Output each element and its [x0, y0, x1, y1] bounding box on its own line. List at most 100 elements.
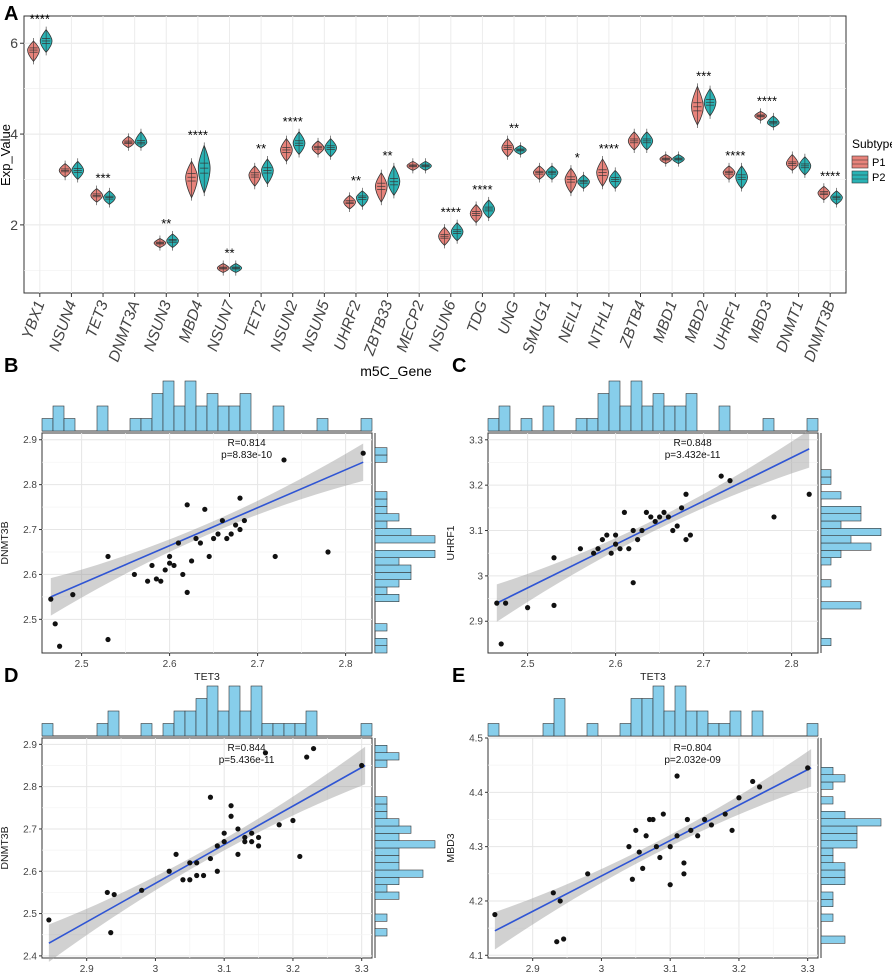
top-histogram-bar: [250, 685, 263, 737]
x-axis-title: TET3: [194, 671, 220, 683]
y-tick-label: 2.7: [23, 824, 37, 835]
data-point: [626, 844, 632, 850]
top-histogram-bar: [762, 418, 775, 432]
data-point: [235, 851, 241, 857]
data-point: [46, 917, 52, 923]
data-point: [756, 784, 763, 790]
right-histogram-bar: [820, 833, 858, 841]
y-tick-label: 3.3: [469, 435, 483, 446]
y-tick-label: 2.9: [469, 617, 483, 628]
data-point: [492, 911, 498, 918]
data-point: [219, 517, 225, 524]
top-histogram-bar: [718, 723, 731, 737]
data-point: [736, 795, 742, 801]
right-histogram-bar: [820, 818, 882, 827]
right-histogram-bar: [374, 847, 400, 856]
correlation-r: R=0.804: [674, 743, 713, 754]
x-tick-label: MBD4: [176, 298, 207, 345]
data-point: [617, 546, 623, 552]
data-point: [215, 531, 221, 537]
right-histogram-bar: [374, 564, 412, 573]
x-axis-title: UHRF1: [635, 976, 670, 978]
panel-b-letter: B: [4, 355, 18, 377]
right-histogram-bar: [820, 796, 834, 805]
data-point: [681, 871, 687, 877]
correlation-p: p=3.432e-11: [665, 450, 721, 461]
data-point: [193, 535, 199, 542]
data-point: [604, 532, 610, 538]
data-point: [139, 887, 145, 893]
legend-label-p1: P1: [872, 157, 885, 169]
right-histogram-bar: [820, 491, 842, 500]
data-point: [667, 844, 673, 850]
data-point: [636, 849, 642, 855]
y-tick-label: 6: [10, 35, 18, 51]
correlation-p: p=2.032e-09: [664, 755, 721, 766]
panel-a-legend: Subtype P1 P2: [851, 137, 892, 184]
data-point: [722, 811, 728, 817]
top-histogram-bar: [217, 405, 230, 432]
data-point: [708, 822, 715, 828]
data-point: [630, 580, 636, 586]
x-tick-label: TDG: [464, 299, 491, 336]
data-point: [561, 936, 567, 942]
data-point: [661, 509, 667, 515]
data-point: [613, 541, 619, 547]
data-point: [498, 641, 504, 647]
right-histogram-bar: [374, 498, 388, 507]
x-tick-label: YBX1: [19, 299, 49, 342]
data-point: [626, 546, 632, 552]
data-point: [653, 844, 660, 850]
top-histogram-bar: [641, 405, 654, 432]
top-histogram-bar: [261, 723, 274, 737]
right-histogram-bar: [374, 528, 412, 536]
right-histogram-bar: [374, 513, 400, 522]
top-histogram-bar: [487, 723, 500, 737]
top-histogram-bar: [685, 710, 698, 737]
significance-label-nsun6: ****: [441, 205, 461, 220]
right-histogram-bar: [820, 847, 834, 856]
right-histogram-bar: [374, 796, 388, 805]
legend-swatch-p1: [851, 155, 869, 169]
legend-label-p2: P2: [872, 172, 885, 184]
data-point: [241, 517, 247, 524]
x-axis-title: UHRF1: [189, 976, 224, 978]
top-histogram-bar: [195, 405, 208, 432]
x-tick-label: NTHL1: [585, 299, 618, 351]
y-tick-label: 2.8: [23, 480, 37, 491]
data-point: [650, 816, 656, 823]
top-histogram-bar: [206, 685, 219, 737]
data-point: [551, 602, 557, 608]
data-point: [162, 567, 168, 573]
plot-area: [487, 737, 819, 959]
panel-a-x-axis-title: m5C_Gene: [360, 363, 432, 379]
data-point: [687, 532, 694, 538]
plot-area: [41, 432, 373, 654]
significance-label-dnmt3b: ****: [820, 168, 840, 183]
y-tick-label: 2.5: [23, 909, 37, 920]
data-point: [525, 605, 531, 611]
x-tick-label: SMUG1: [520, 299, 555, 357]
top-histogram-bar: [140, 418, 153, 432]
right-histogram-bar: [820, 535, 852, 544]
top-histogram-bar: [239, 393, 252, 432]
data-point: [613, 532, 619, 538]
top-histogram-bar: [63, 418, 76, 432]
top-histogram-bar: [597, 393, 610, 432]
right-histogram-bar: [374, 447, 388, 456]
y-tick-label: 4.2: [469, 896, 483, 907]
data-point: [688, 827, 694, 833]
data-point: [105, 636, 111, 643]
top-histogram-bar: [316, 418, 329, 432]
top-histogram-bar: [228, 405, 241, 432]
top-histogram-bar: [707, 723, 720, 737]
top-histogram-bar: [184, 710, 197, 737]
x-tick-label: 2.6: [163, 659, 177, 670]
data-point: [184, 589, 190, 595]
data-point: [684, 816, 690, 823]
top-histogram-bar: [217, 710, 230, 737]
y-tick-label: 2.4: [23, 951, 37, 962]
y-tick-label: 3: [477, 571, 483, 582]
top-histogram-bar: [806, 723, 819, 737]
top-histogram-bar: [96, 723, 109, 737]
